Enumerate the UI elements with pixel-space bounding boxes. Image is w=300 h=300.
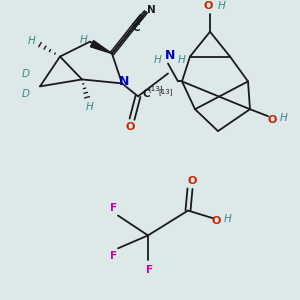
Text: N: N [165,49,175,62]
Text: H: H [80,35,88,45]
Text: [13]: [13] [149,85,163,92]
Text: H: H [218,1,226,11]
Text: N: N [119,75,129,88]
Text: N: N [147,5,155,15]
Text: O: O [267,115,277,125]
Text: F: F [110,251,118,261]
Text: [13]: [13] [159,88,173,95]
Text: C: C [142,89,150,99]
Text: O: O [203,1,213,11]
Text: F: F [146,265,154,275]
Text: F: F [110,202,118,213]
Text: H: H [154,55,162,64]
Text: C: C [132,23,140,33]
Text: O: O [125,122,135,132]
Text: H: H [178,55,186,64]
Text: O: O [187,176,197,186]
Text: H: H [224,214,232,224]
Text: H: H [86,102,94,112]
Polygon shape [90,40,112,54]
Text: O: O [211,215,221,226]
Text: D: D [22,89,30,99]
Text: D: D [22,70,30,80]
Text: H: H [280,113,288,123]
Text: H: H [28,36,36,46]
